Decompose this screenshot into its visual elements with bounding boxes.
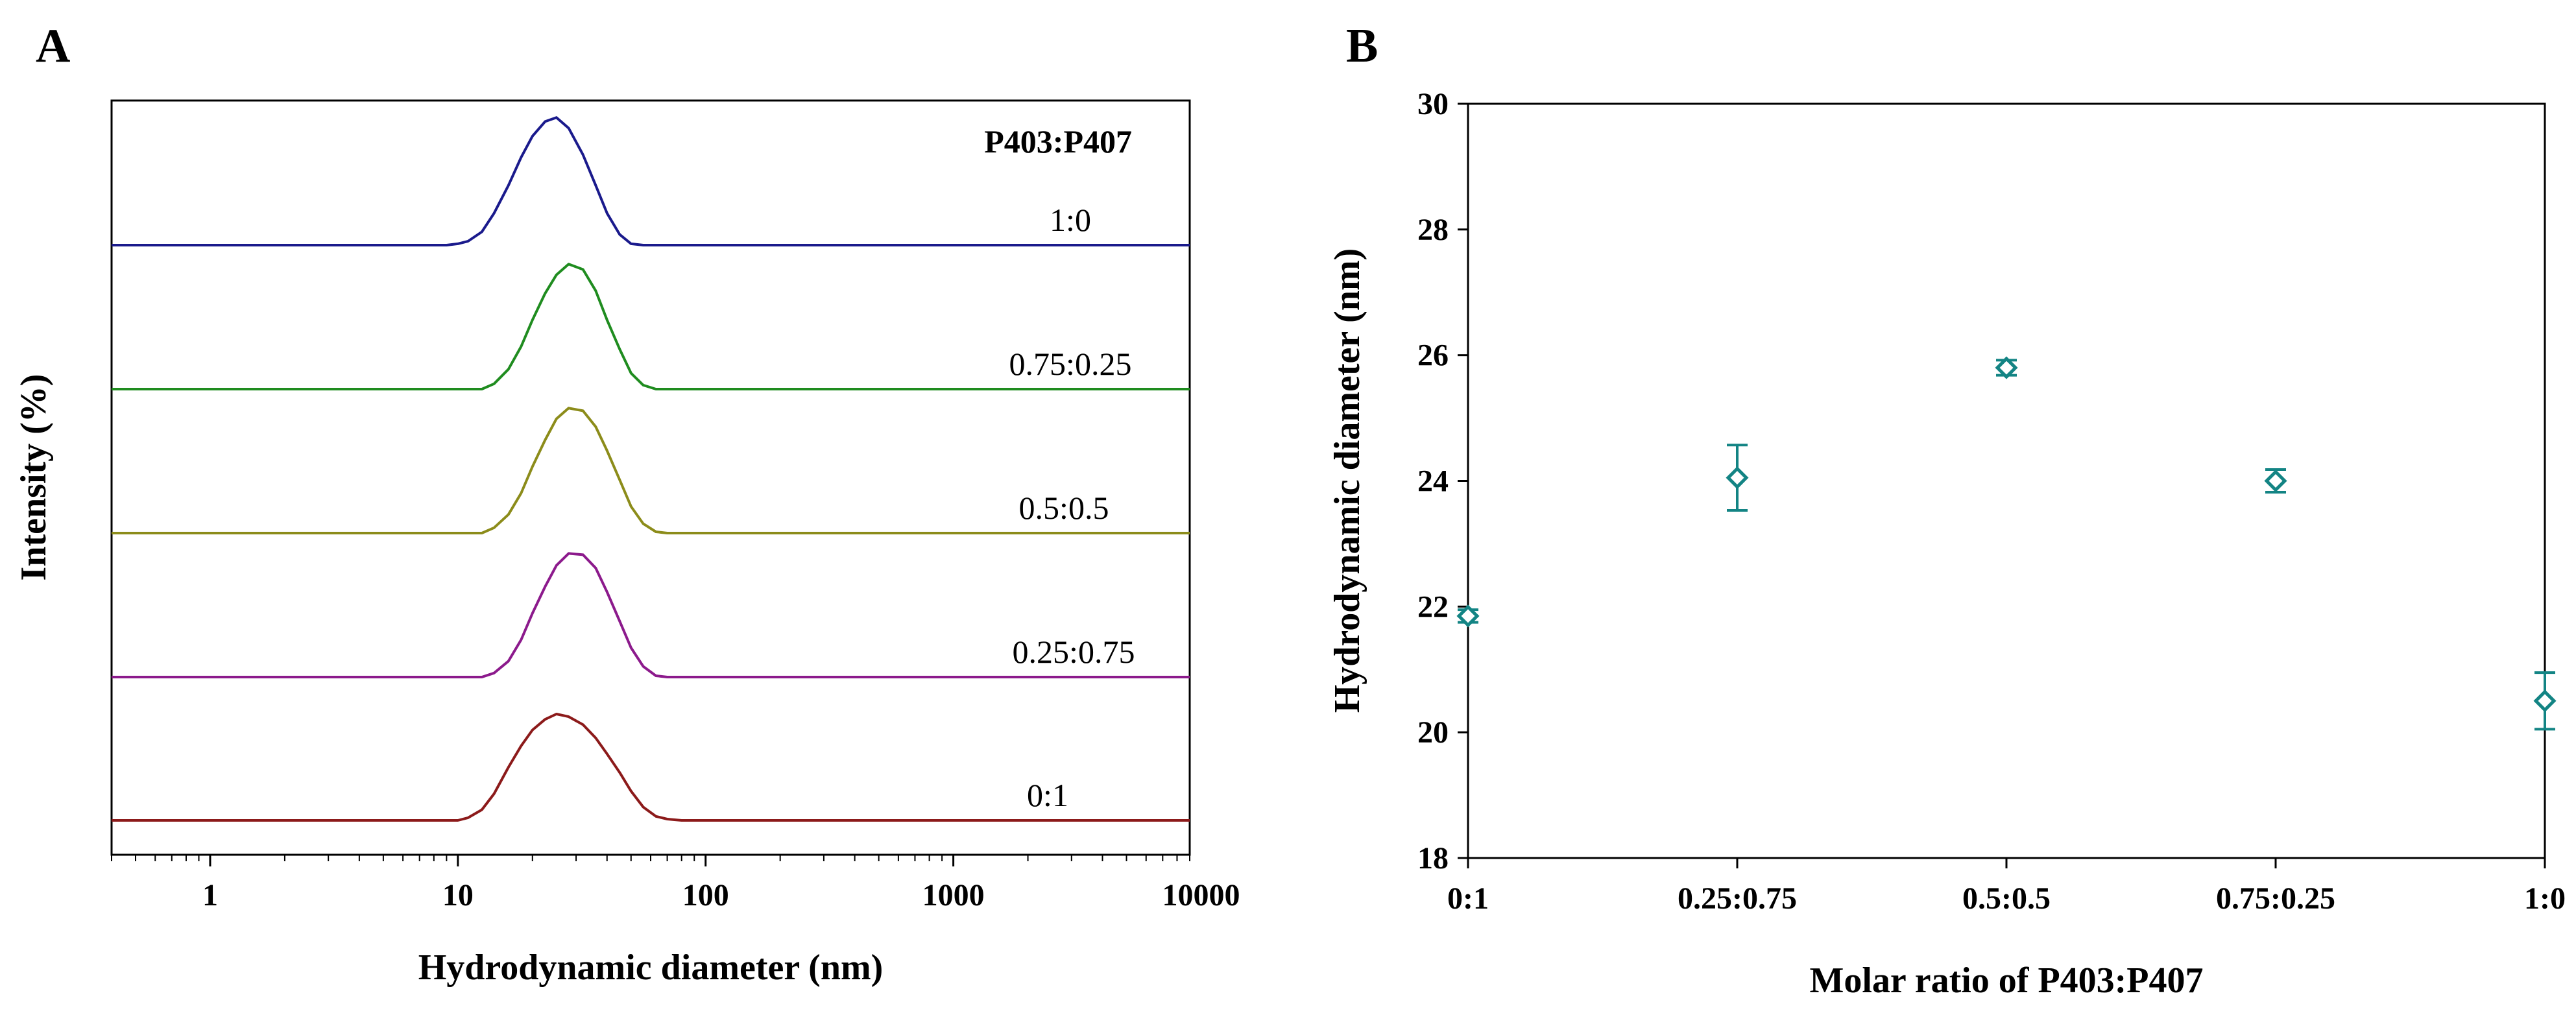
y-tick-label-20: 20: [1417, 715, 1449, 750]
data-point-0-75-0-25: [2264, 469, 2287, 493]
x-tick-label-0-75-0-25: 0.75:0.25: [2216, 881, 2335, 916]
series-label-0-25-0-75: 0.25:0.75: [1013, 634, 1135, 670]
series-label-0-75-0-25: 0.75:0.25: [1009, 346, 1132, 382]
panel-a-letter: A: [36, 19, 70, 73]
y-tick-label-22: 22: [1417, 590, 1449, 624]
panel-b-y-tick-labels: 18 20 22 24 26 28 30: [1417, 87, 1449, 876]
series-label-0-5-0-5: 0.5:0.5: [1019, 490, 1109, 526]
y-tick-label-18: 18: [1417, 841, 1449, 876]
y-tick-label-24: 24: [1417, 464, 1449, 499]
y-tick-label-30: 30: [1417, 87, 1449, 121]
x-tick-label-0-25-0-75: 0.25:0.75: [1678, 881, 1797, 916]
panel-a: A 1 10 100 1000 10000 1:0 0.75:0.25 0.5:0.5 0.2…: [14, 19, 1240, 988]
data-point-0-25-0-75: [1726, 466, 1749, 490]
panel-b-y-ticks: [1458, 102, 1468, 859]
data-point-0-5-0-5: [1995, 356, 2018, 379]
panel-b-letter: B: [1346, 19, 1378, 73]
x-tick-label-10000: 10000: [1162, 878, 1240, 912]
panel-a-x-tick-labels: 1 10 100 1000 10000: [202, 878, 1240, 912]
panel-b-x-axis-title: Molar ratio of P403:P407: [1809, 960, 2203, 1001]
data-point-1-0: [2533, 689, 2557, 713]
legend-title: P403:P407: [984, 123, 1132, 160]
panel-a-series-labels: 1:0 0.75:0.25 0.5:0.5 0.25:0.75 0:1: [1009, 202, 1135, 813]
series-label-0-1: 0:1: [1027, 777, 1068, 813]
panel-b-plot-frame: [1467, 102, 2546, 859]
panel-a-curves: [112, 116, 1190, 822]
data-point-0-1: [1456, 604, 1480, 628]
series-line-0-75-0-25: [112, 263, 1190, 390]
series-line-0-5-0-5: [112, 407, 1190, 534]
series-line-0-1: [112, 713, 1190, 822]
y-tick-label-28: 28: [1417, 213, 1449, 247]
panel-a-x-axis-title: Hydrodynamic diameter (nm): [418, 947, 884, 988]
series-line-0-25-0-75: [112, 552, 1190, 678]
panel-b-points: [1456, 356, 2557, 731]
panel-a-plot-frame: [110, 99, 1191, 856]
panel-a-y-axis-title: Intensity (%): [14, 374, 54, 581]
y-tick-label-26: 26: [1417, 339, 1449, 373]
panel-b-x-tick-labels: 0:1 0.25:0.75 0.5:0.5 0.75:0.25 1:0: [1447, 881, 2566, 916]
x-tick-label-1-0: 1:0: [2524, 881, 2566, 916]
x-tick-label-10: 10: [442, 878, 474, 912]
x-tick-label-0-5-0-5: 0.5:0.5: [1962, 881, 2051, 916]
panel-b: B 18 20 22 24 26 28 30 0:1 0.25:0.75 0.5:0.5 0.75…: [1327, 19, 2566, 1001]
panel-a-x-ticks: [111, 855, 1190, 866]
panel-b-x-ticks: [1467, 858, 2546, 868]
x-tick-label-1000: 1000: [922, 878, 985, 912]
x-tick-label-0-1: 0:1: [1447, 881, 1489, 916]
x-tick-label-100: 100: [682, 878, 729, 912]
series-label-1-0: 1:0: [1050, 202, 1091, 238]
series-line-1-0: [112, 116, 1190, 246]
panel-b-y-axis-title: Hydrodynamic diameter (nm): [1327, 248, 1367, 713]
x-tick-label-1: 1: [202, 878, 218, 912]
